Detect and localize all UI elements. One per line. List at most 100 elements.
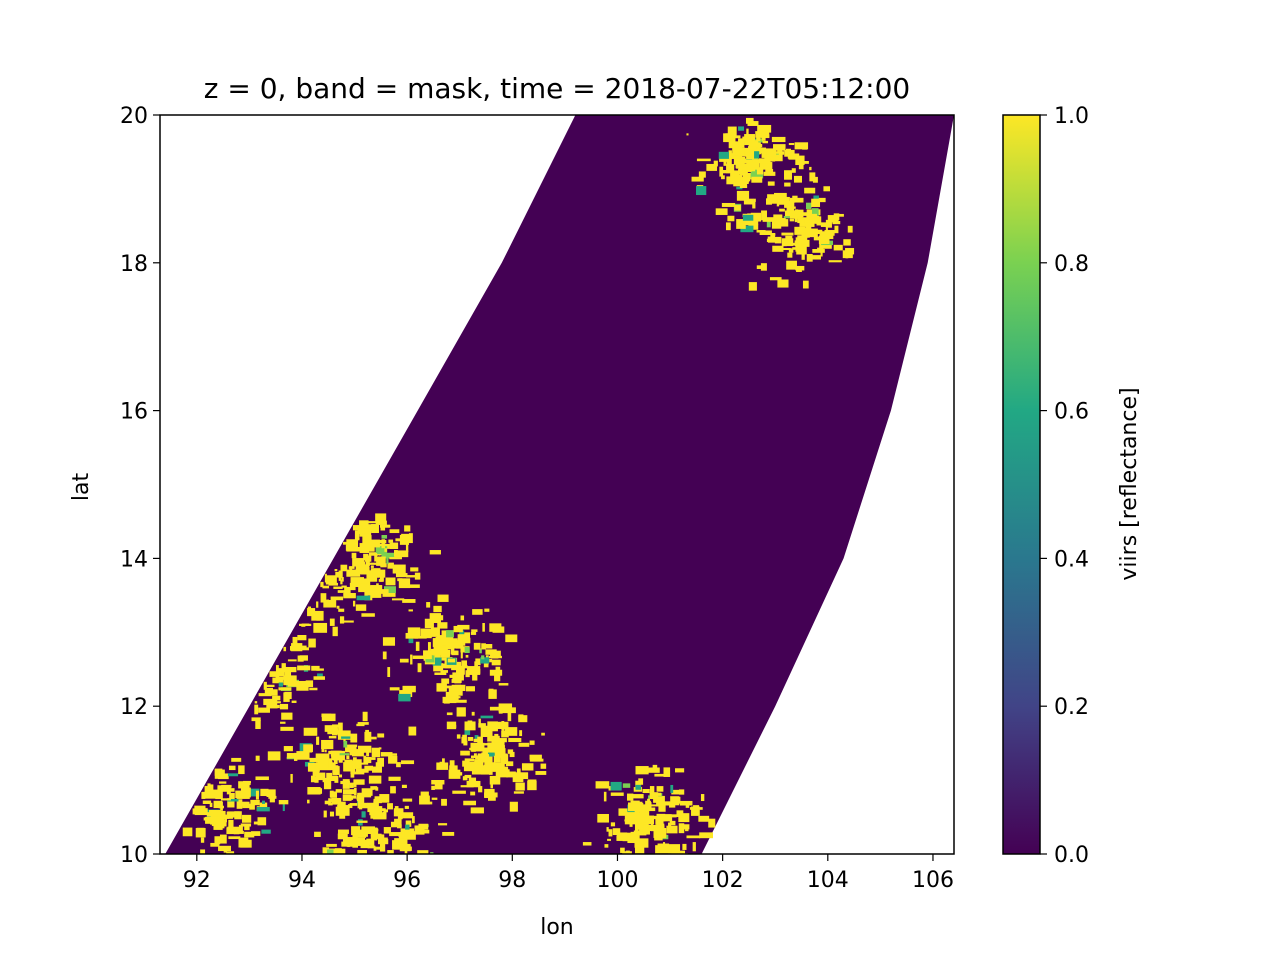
mask-pixel xyxy=(357,849,367,854)
mask-pixel xyxy=(226,827,236,835)
mask-pixel xyxy=(352,558,365,567)
mask-pixel xyxy=(359,792,370,796)
x-tick-label: 104 xyxy=(807,868,849,893)
mask-pixel xyxy=(669,820,676,826)
mask-pixel xyxy=(738,161,743,172)
mask-pixel xyxy=(389,832,402,837)
mask-pixel xyxy=(630,831,644,836)
mask-pixel xyxy=(733,180,747,187)
mask-pixel xyxy=(760,263,767,271)
mask-pixel xyxy=(791,168,796,173)
mask-pixel xyxy=(498,705,503,714)
mask-pixel xyxy=(845,253,849,259)
colorbar-tick-label: 0.2 xyxy=(1054,695,1089,720)
mask-pixel xyxy=(487,721,498,732)
mask-pixel xyxy=(620,855,626,863)
mask-pixel xyxy=(201,791,206,799)
mask-pixel xyxy=(333,586,343,589)
mask-pixel xyxy=(322,585,330,589)
mask-pixel xyxy=(676,810,684,818)
mask-pixel xyxy=(607,838,611,841)
mask-pixel xyxy=(434,781,443,790)
mask-pixel xyxy=(484,788,495,799)
mask-pixel xyxy=(781,238,794,247)
mask-pixel xyxy=(337,810,349,813)
mask-pixel xyxy=(381,534,388,539)
mask-pixel xyxy=(441,798,447,806)
mask-pixel xyxy=(431,785,435,790)
mask-pixel xyxy=(456,665,465,675)
mask-pixel xyxy=(440,615,444,621)
mask-pixel xyxy=(370,786,378,790)
mask-pixel xyxy=(375,546,388,555)
mask-pixel xyxy=(755,108,757,112)
mask-pixel xyxy=(307,787,321,795)
mask-pixel xyxy=(360,566,370,575)
mask-pixel xyxy=(444,638,458,645)
mask-pixel xyxy=(342,789,357,795)
mask-pixel xyxy=(627,793,634,801)
mask-pixel xyxy=(638,778,644,785)
mask-pixel xyxy=(264,687,274,695)
mask-pixel xyxy=(505,634,518,643)
y-axis: 10 12 14 16 18 20 xyxy=(120,104,160,868)
mask-pixel xyxy=(747,121,759,126)
mask-pixel xyxy=(378,579,383,582)
mask-pixel xyxy=(487,796,496,801)
mask-pixel xyxy=(774,236,782,244)
mask-pixel xyxy=(746,128,749,136)
mask-pixel xyxy=(321,739,334,750)
mask-pixel xyxy=(343,620,354,623)
mask-pixel xyxy=(494,738,507,743)
mask-pixel xyxy=(733,158,745,165)
mask-pixel xyxy=(357,802,368,809)
mask-pixel xyxy=(389,529,400,534)
mask-pixel xyxy=(272,677,284,684)
mask-pixel xyxy=(354,530,360,541)
mask-pixel xyxy=(604,844,609,848)
mask-pixel xyxy=(366,590,380,596)
mask-pixel xyxy=(736,186,743,190)
mask-pixel xyxy=(753,198,756,202)
mask-pixel xyxy=(360,564,366,567)
mask-pixel xyxy=(794,226,806,235)
mask-pixel xyxy=(345,744,357,753)
mask-pixel xyxy=(272,695,281,701)
mask-pixel xyxy=(706,163,718,171)
mask-pixel xyxy=(464,774,472,779)
mask-pixel xyxy=(182,827,193,837)
mask-pixel xyxy=(440,651,450,658)
mask-pixel xyxy=(643,822,649,831)
mask-pixel xyxy=(401,533,410,541)
mask-pixel xyxy=(227,811,240,818)
mask-pixel xyxy=(233,829,240,835)
mask-pixel xyxy=(801,251,805,260)
mask-pixel xyxy=(518,714,524,720)
mask-pixel xyxy=(809,166,812,171)
mask-pixel xyxy=(663,801,671,806)
mask-pixel xyxy=(237,801,249,806)
mask-pixel xyxy=(618,808,630,816)
y-tick-label: 10 xyxy=(120,843,148,868)
mask-pixel xyxy=(328,750,332,755)
mask-pixel xyxy=(442,758,445,764)
mask-pixel xyxy=(406,575,420,578)
mask-pixel xyxy=(464,758,475,762)
mask-pixel xyxy=(782,240,787,247)
x-tick-label: 106 xyxy=(912,868,954,893)
mask-pixel xyxy=(494,672,501,682)
mask-pixel xyxy=(460,650,463,659)
mask-pixel xyxy=(696,186,707,196)
mask-pixel xyxy=(326,775,338,782)
mask-pixel xyxy=(288,684,302,687)
mask-pixel xyxy=(682,824,690,830)
mask-pixel xyxy=(441,630,449,640)
mask-pixel xyxy=(351,552,357,559)
mask-pixel xyxy=(505,761,514,767)
mask-pixel xyxy=(727,215,735,222)
mask-pixel xyxy=(796,209,804,218)
mask-pixel xyxy=(320,581,324,588)
mask-pixel xyxy=(362,535,372,544)
mask-pixel xyxy=(396,762,401,768)
mask-pixel xyxy=(275,676,287,680)
